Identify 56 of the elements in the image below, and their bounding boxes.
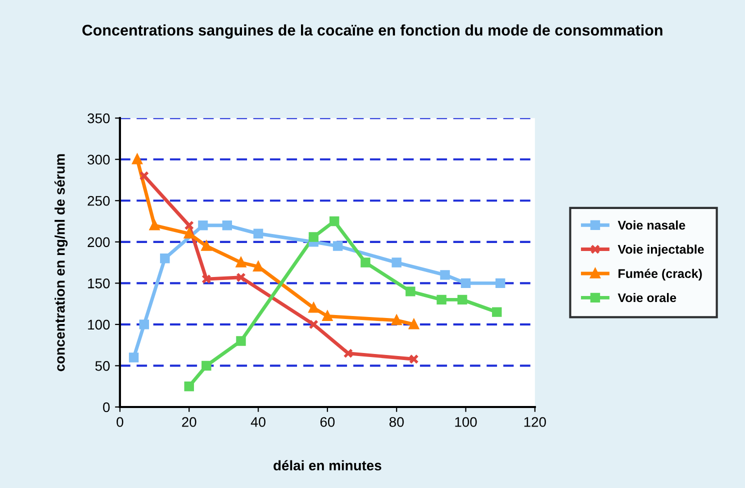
point [253, 228, 264, 239]
y-tick-label: 50 [95, 361, 110, 371]
point [236, 272, 246, 282]
point [202, 360, 212, 371]
point [236, 258, 246, 268]
y-tick-label: 100 [88, 320, 110, 330]
point [184, 220, 194, 230]
legend-label: Voie injectable [618, 244, 704, 256]
x-tick-label: 120 [524, 417, 546, 427]
y-tick-label: 300 [88, 154, 110, 165]
point [440, 270, 450, 280]
x-axis-title: délai en minutes [274, 460, 382, 470]
x-tick-label: 80 [389, 417, 404, 427]
point [308, 320, 318, 330]
point [460, 278, 471, 288]
point [343, 348, 354, 358]
point [392, 258, 402, 268]
point [139, 171, 150, 181]
chart-title: Concentrations sanguines de la cocaïne en fonction du mode de consommation [82, 24, 662, 39]
point [184, 381, 194, 392]
y-tick-label: 350 [88, 113, 110, 124]
x-tick-label: 60 [320, 417, 335, 427]
y-tick-label: 0 [103, 402, 110, 412]
x-tick-label: 20 [182, 417, 196, 427]
point [253, 262, 264, 272]
y-tick-label: 250 [88, 196, 110, 206]
point [160, 254, 170, 264]
point [139, 320, 150, 330]
legend-label: Fumée (crack) [618, 268, 702, 280]
x-tick-label: 100 [455, 417, 477, 427]
x-tick-label: 40 [250, 417, 266, 427]
point [409, 354, 419, 364]
point [436, 294, 446, 305]
point [184, 228, 194, 239]
point [392, 315, 402, 326]
point [236, 336, 246, 346]
point [322, 311, 332, 322]
point [492, 307, 502, 317]
point [495, 278, 506, 288]
point [202, 241, 212, 251]
point [198, 220, 208, 230]
point [222, 220, 232, 230]
point [360, 258, 370, 268]
y-tick-label: 200 [88, 237, 110, 248]
point [202, 274, 212, 284]
legend-label: Voie orale [618, 293, 676, 302]
point [329, 216, 340, 226]
point [332, 241, 343, 251]
point [457, 294, 468, 305]
point [128, 352, 139, 362]
point [308, 232, 318, 242]
x-tick-label: 0 [116, 417, 124, 427]
point [406, 286, 416, 296]
y-tick-label: 150 [88, 278, 110, 288]
y-axis-title: concentration en ng/ml de sérum [54, 154, 68, 372]
legend-label: Voie nasale [618, 220, 686, 230]
